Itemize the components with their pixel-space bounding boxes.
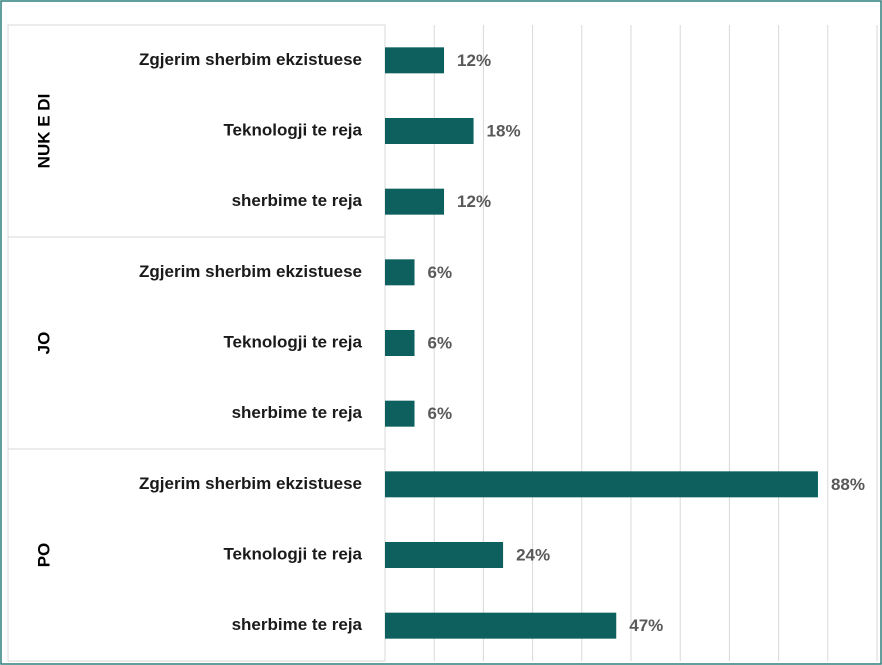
bar xyxy=(385,330,415,356)
category-label: sherbime te reja xyxy=(232,403,363,422)
category-label: sherbime te reja xyxy=(232,615,363,634)
category-label: Teknologji te reja xyxy=(223,332,362,351)
value-label: 12% xyxy=(457,51,491,70)
group-label: NUK E DI xyxy=(34,94,53,169)
bar xyxy=(385,471,818,498)
bar xyxy=(385,542,504,568)
group-label: PO xyxy=(34,543,53,568)
value-label: 12% xyxy=(457,192,491,211)
label-panel xyxy=(7,24,386,662)
value-label: 24% xyxy=(516,545,550,564)
value-label: 6% xyxy=(428,263,453,282)
category-label: Zgjerim sherbim ekzistuese xyxy=(139,50,362,69)
value-label: 88% xyxy=(831,475,865,494)
bar xyxy=(385,259,415,286)
value-label: 6% xyxy=(428,333,453,352)
bar xyxy=(385,400,415,427)
value-label: 47% xyxy=(629,616,663,635)
group-label: JO xyxy=(34,332,53,355)
category-label: Teknologji te reja xyxy=(223,544,362,563)
bar xyxy=(385,118,474,144)
category-label: Zgjerim sherbim ekzistuese xyxy=(139,474,362,493)
bar xyxy=(385,612,617,639)
category-label: Teknologji te reja xyxy=(223,120,362,139)
value-label: 6% xyxy=(428,404,453,423)
bar xyxy=(385,188,445,215)
bar xyxy=(385,47,445,74)
category-label: sherbime te reja xyxy=(232,191,363,210)
value-label: 18% xyxy=(487,121,521,140)
category-label: Zgjerim sherbim ekzistuese xyxy=(139,262,362,281)
